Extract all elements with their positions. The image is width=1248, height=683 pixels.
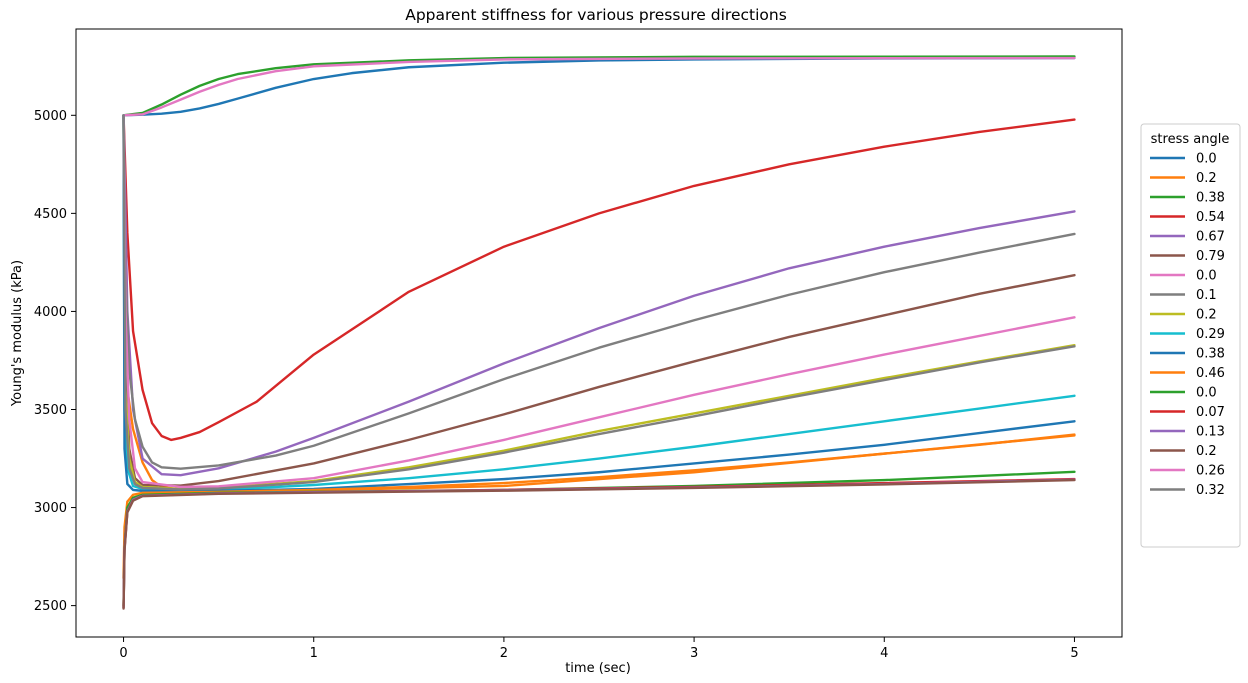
- plot-lines: [122, 55, 1076, 610]
- series-line-8: [122, 114, 1076, 491]
- series-line-11: [122, 433, 1076, 580]
- x-tick-label-5: 5: [1070, 646, 1078, 661]
- legend-label-13: 0.07: [1196, 405, 1225, 420]
- legend-label-6: 0.0: [1196, 269, 1217, 284]
- y-tick-label-2: 3500: [34, 403, 67, 418]
- x-tick-label-0: 0: [119, 646, 127, 661]
- plot-frame: [75, 28, 1123, 638]
- y-tick-label-1: 3000: [34, 501, 67, 516]
- series-line-7: [122, 114, 1076, 470]
- series-line-3: [122, 114, 1076, 442]
- legend-label-2: 0.38: [1196, 191, 1225, 206]
- legend-label-15: 0.2: [1196, 444, 1217, 459]
- legend-label-5: 0.79: [1196, 249, 1225, 264]
- legend-label-11: 0.46: [1196, 366, 1225, 381]
- series-line-4: [122, 114, 1076, 477]
- legend-label-9: 0.29: [1196, 327, 1225, 342]
- legend-label-10: 0.38: [1196, 347, 1225, 362]
- legend-title: stress angle: [1151, 132, 1230, 147]
- y-tick-label-4: 4500: [34, 207, 67, 222]
- series-line-15: [122, 478, 1076, 610]
- legend: stress angle 0.00.20.380.540.670.790.00.…: [1140, 123, 1241, 548]
- legend-label-16: 0.26: [1196, 464, 1225, 479]
- x-tick-label-4: 4: [880, 646, 888, 661]
- series-line-5: [122, 114, 1076, 487]
- x-axis-label: time (sec): [565, 661, 631, 676]
- legend-label-14: 0.13: [1196, 425, 1225, 440]
- y-axis-label: Young's modulus (kPa): [10, 260, 25, 407]
- y-tick-label-0: 2500: [34, 599, 67, 614]
- series-line-10: [122, 114, 1076, 493]
- series-line-0: [122, 56, 1076, 117]
- chart-title: Apparent stiffness for various pressure …: [405, 6, 787, 24]
- x-tick-label-1: 1: [310, 646, 318, 661]
- series-line-16: [122, 114, 1076, 489]
- legend-label-4: 0.67: [1196, 230, 1225, 245]
- legend-label-17: 0.32: [1196, 483, 1225, 498]
- legend-box: [1140, 123, 1241, 548]
- series-line-6: [122, 56, 1076, 117]
- x-tick-label-3: 3: [690, 646, 698, 661]
- legend-label-3: 0.54: [1196, 210, 1225, 225]
- x-tick-label-2: 2: [500, 646, 508, 661]
- y-tick-label-5: 5000: [34, 109, 67, 124]
- series-line-17: [122, 114, 1076, 491]
- legend-label-7: 0.1: [1196, 288, 1217, 303]
- legend-label-8: 0.2: [1196, 308, 1217, 323]
- x-axis-ticks: 0 1 2 3 4 5: [119, 637, 1079, 661]
- legend-label-1: 0.2: [1196, 171, 1217, 186]
- series-line-9: [122, 114, 1076, 492]
- y-axis-ticks: 2500 3000 3500 4000 4500 5000: [34, 109, 76, 614]
- legend-label-0: 0.0: [1196, 152, 1217, 167]
- legend-label-12: 0.0: [1196, 386, 1217, 401]
- legend-items: 0.0 0.2 0.38 0.54 0.67 0.79 0.0 0.1 0.2 0.29 0.38 0…: [1150, 152, 1225, 498]
- y-tick-label-3: 4000: [34, 305, 67, 320]
- series-line-2: [122, 55, 1076, 117]
